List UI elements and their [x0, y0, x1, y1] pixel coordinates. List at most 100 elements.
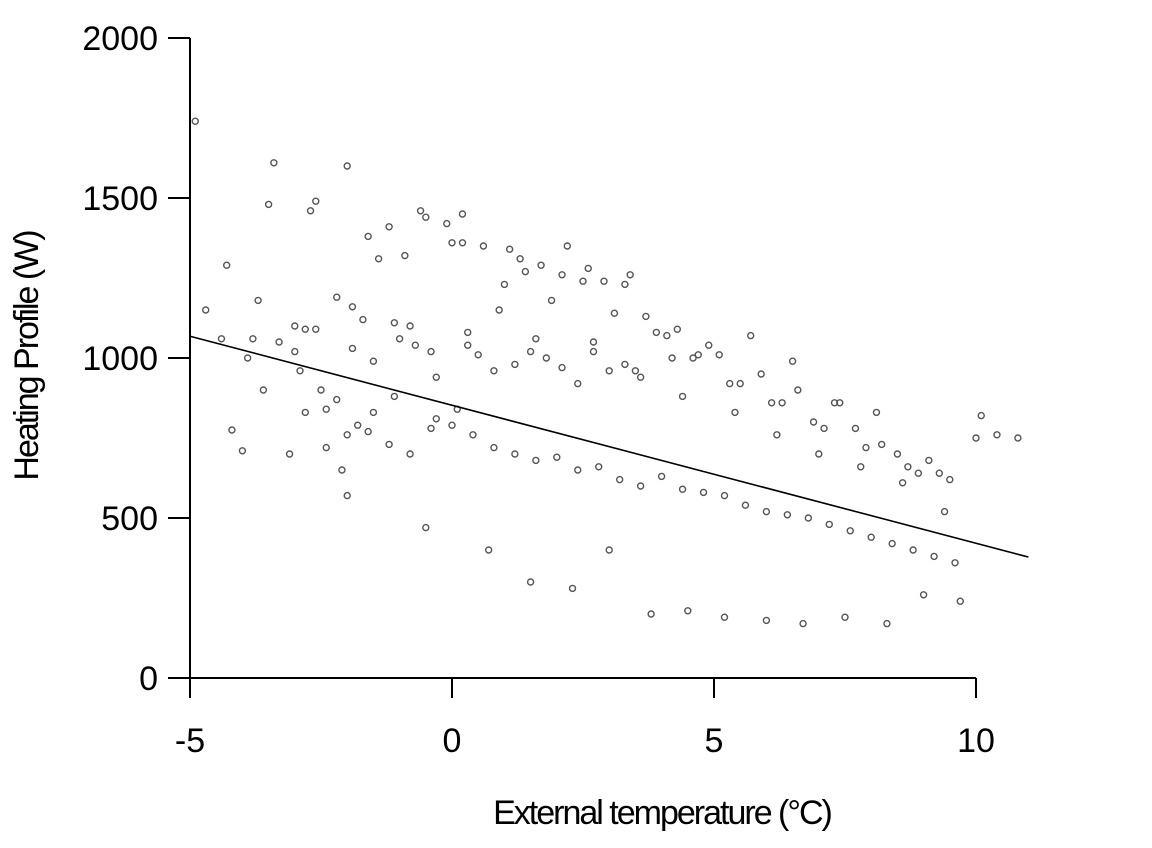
data-point	[956, 597, 964, 605]
data-point	[306, 207, 315, 215]
data-point	[977, 411, 985, 420]
data-point	[359, 315, 367, 324]
data-point	[893, 450, 902, 458]
x-tick-label: 0	[443, 722, 462, 760]
data-point	[804, 514, 813, 522]
data-point	[762, 507, 771, 516]
data-point	[511, 360, 519, 369]
data-point	[605, 546, 613, 554]
data-point	[636, 373, 645, 381]
data-point	[642, 312, 650, 321]
data-point	[464, 341, 472, 349]
data-point	[815, 450, 823, 458]
data-point	[940, 507, 949, 516]
data-point	[783, 511, 792, 519]
data-point	[448, 421, 456, 429]
data-point	[432, 373, 440, 381]
data-point	[715, 351, 723, 359]
data-point	[547, 296, 556, 305]
data-point	[270, 159, 278, 167]
data-point	[427, 424, 435, 433]
data-point	[390, 392, 399, 401]
data-point	[657, 472, 666, 481]
data-point	[673, 325, 682, 333]
data-point	[464, 328, 472, 337]
data-point	[275, 338, 283, 346]
data-point	[191, 117, 199, 125]
trend-line	[189, 335, 1029, 558]
data-point	[867, 533, 875, 541]
data-point	[296, 367, 304, 375]
data-point	[458, 239, 467, 247]
data-point	[1014, 434, 1022, 442]
data-point	[406, 322, 414, 330]
data-point	[422, 523, 430, 532]
data-point	[411, 341, 420, 349]
data-point	[202, 306, 210, 314]
data-points	[191, 117, 1022, 628]
data-point	[678, 485, 687, 493]
data-point	[767, 399, 776, 407]
data-point	[946, 475, 954, 484]
data-point	[668, 354, 676, 362]
data-point	[484, 546, 493, 554]
data-point	[259, 386, 268, 394]
data-point	[584, 264, 592, 273]
x-tick-label: 5	[705, 722, 724, 760]
data-point	[746, 331, 755, 340]
data-point	[809, 418, 818, 426]
data-point	[542, 354, 551, 362]
data-point	[794, 386, 802, 394]
data-point	[422, 213, 430, 221]
data-point	[914, 469, 923, 477]
data-point	[930, 552, 938, 561]
data-point	[857, 463, 865, 471]
data-point	[317, 386, 325, 394]
data-point	[526, 347, 535, 356]
data-point	[516, 255, 524, 263]
data-point	[699, 488, 708, 497]
data-point	[285, 450, 294, 458]
data-point	[432, 415, 440, 423]
data-point	[558, 271, 566, 279]
y-tick-label: 1000	[82, 340, 158, 378]
data-point	[511, 450, 519, 458]
data-point	[726, 379, 734, 388]
data-point	[553, 453, 561, 461]
data-point	[684, 607, 692, 615]
data-point	[291, 322, 299, 330]
data-point	[663, 331, 671, 340]
data-point	[830, 399, 839, 407]
y-axis-ticks: 0 500 1000 1500 2000	[82, 20, 190, 698]
data-point	[993, 431, 1001, 439]
data-point	[652, 328, 661, 337]
data-point	[877, 440, 886, 449]
data-point	[825, 520, 833, 529]
data-point	[322, 443, 330, 452]
data-point	[479, 242, 488, 250]
data-point	[636, 482, 645, 490]
data-point	[390, 319, 399, 327]
data-point	[757, 370, 765, 378]
data-point	[301, 408, 309, 417]
x-axis-ticks: -5 0 5 10	[175, 678, 995, 760]
data-point	[526, 578, 535, 586]
data-point	[720, 491, 729, 500]
data-point	[788, 357, 797, 365]
data-point	[249, 335, 257, 343]
data-point	[841, 613, 849, 621]
data-point	[369, 357, 378, 365]
data-point	[469, 431, 477, 439]
data-point	[694, 351, 702, 359]
data-point	[395, 335, 404, 343]
data-point	[600, 277, 608, 285]
data-point	[505, 245, 514, 253]
data-point	[647, 610, 655, 618]
data-point	[951, 559, 959, 567]
data-point	[972, 434, 980, 442]
data-point	[820, 424, 828, 433]
data-point	[353, 421, 362, 429]
data-point	[364, 427, 372, 436]
data-point	[574, 466, 582, 474]
data-point	[264, 200, 273, 209]
